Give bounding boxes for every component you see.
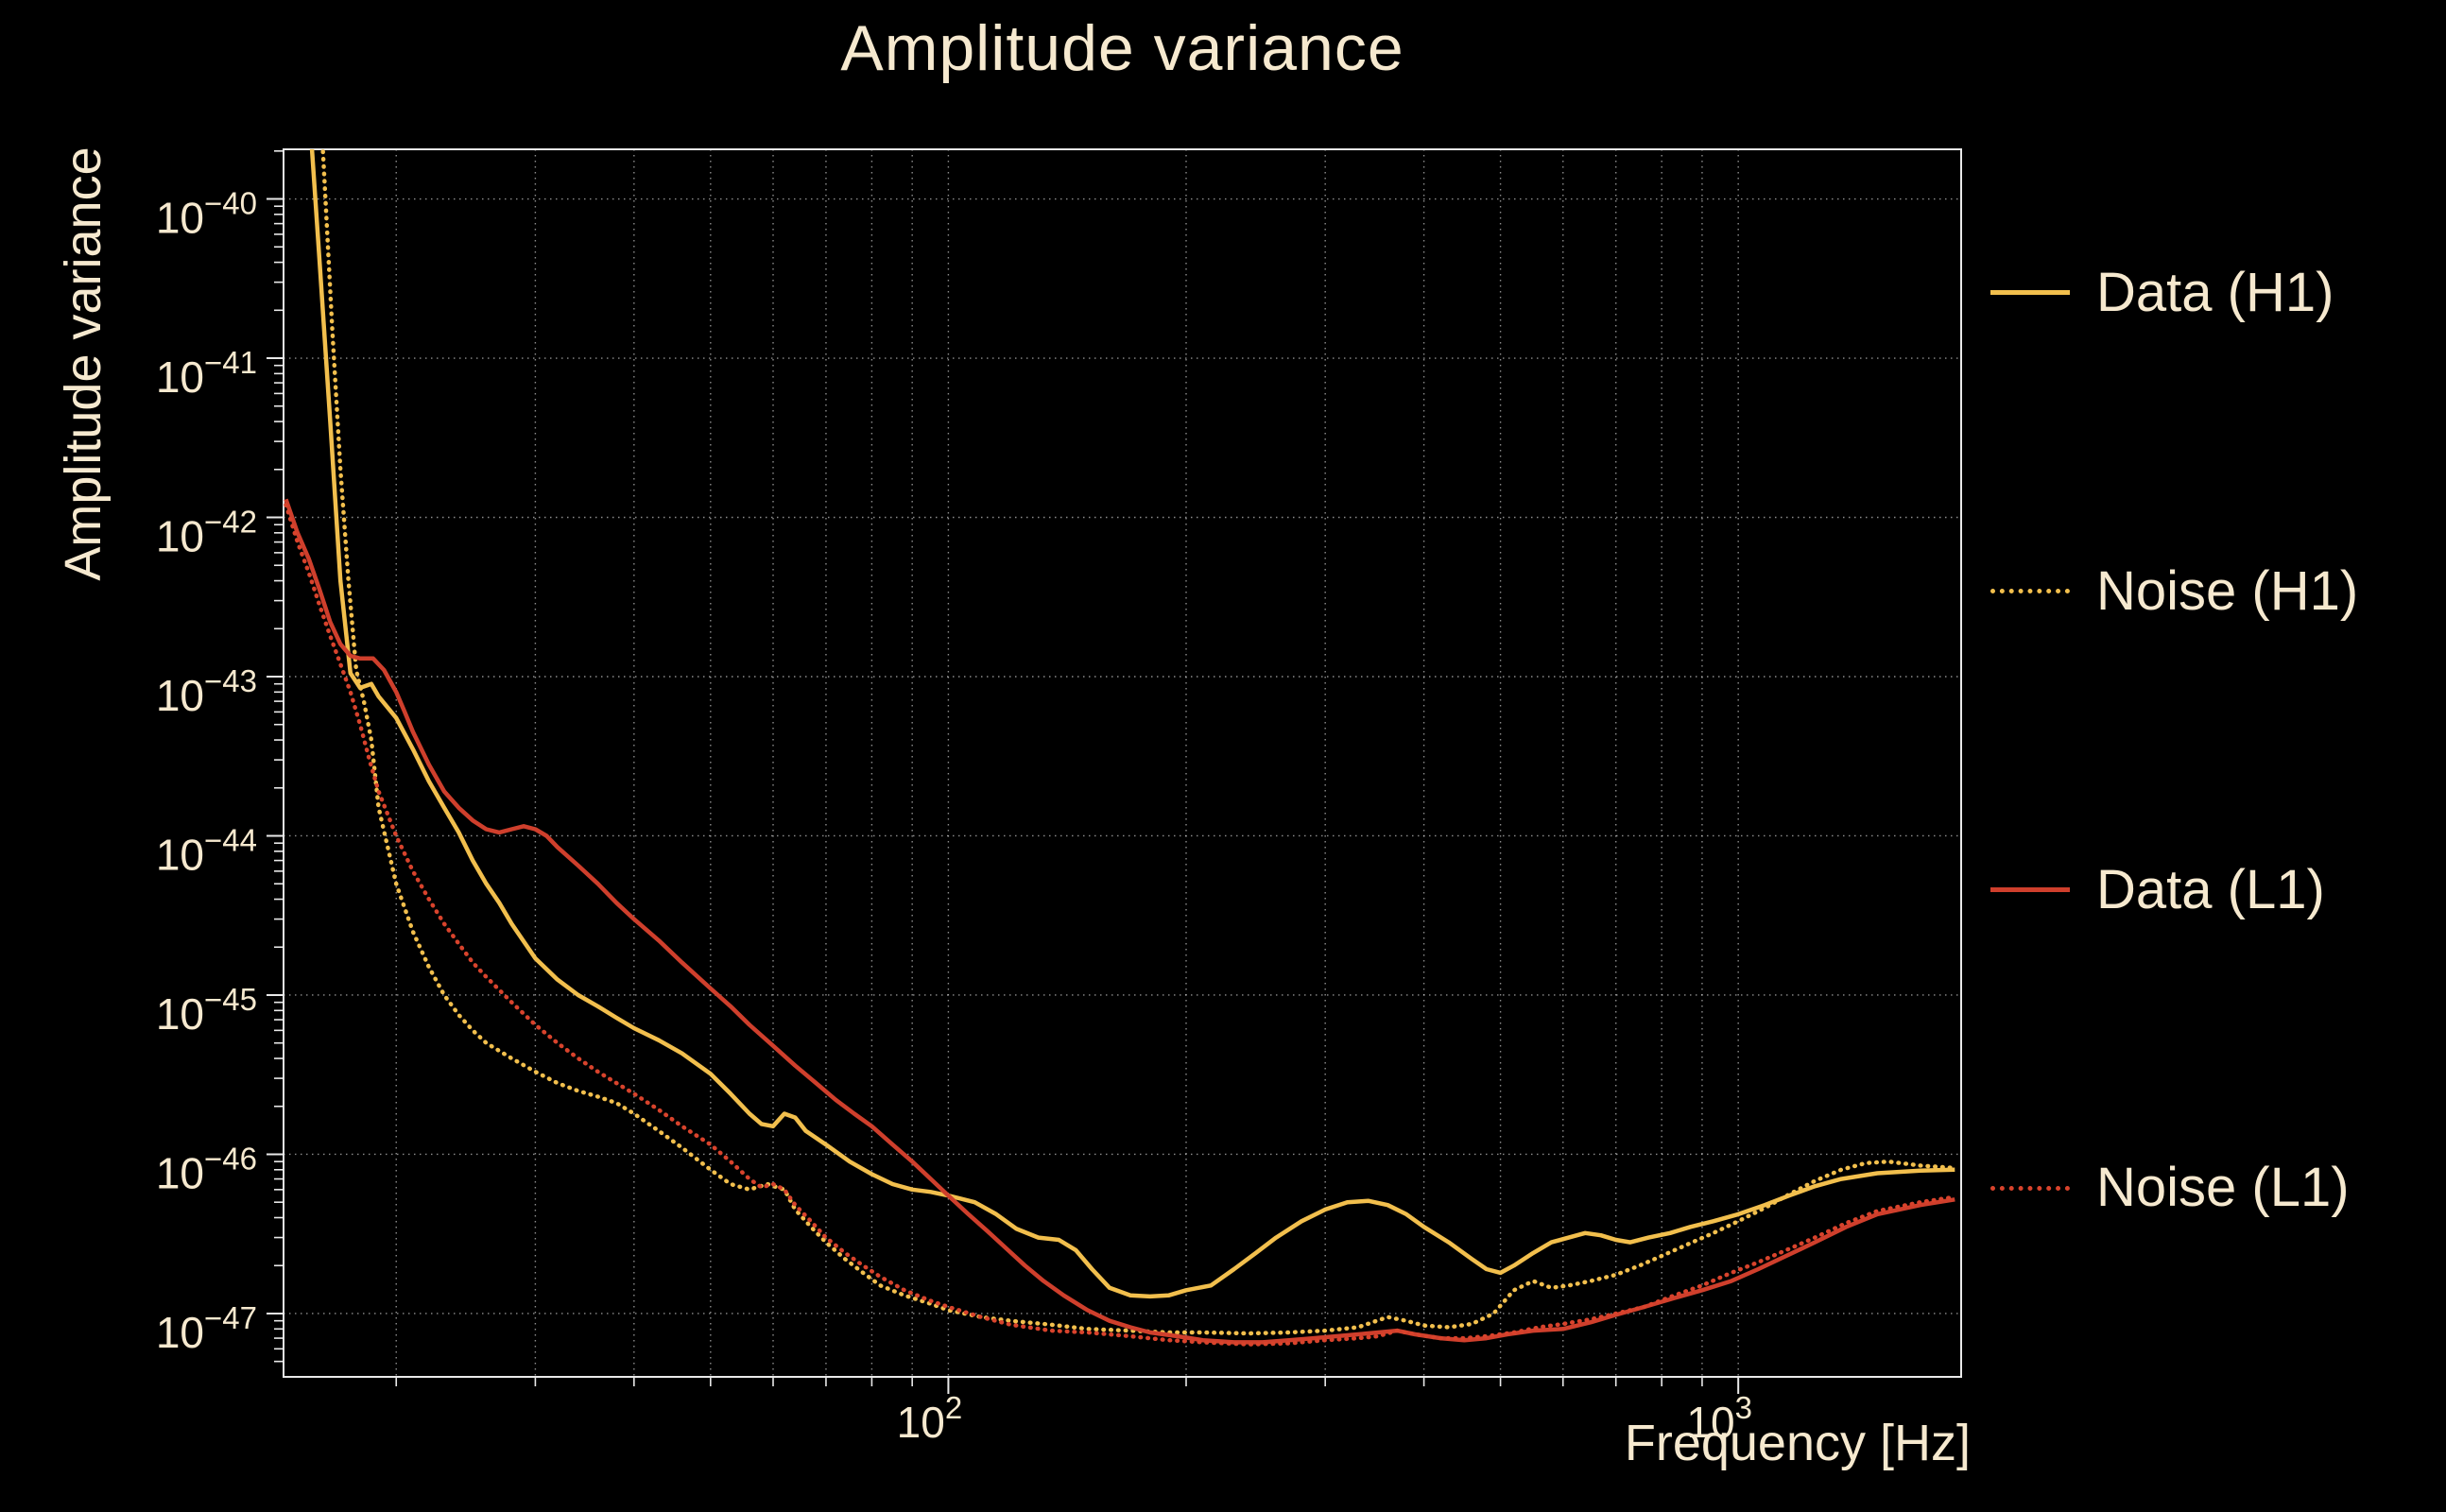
legend-entry-data-h1: Data (H1) — [1990, 263, 2358, 323]
legend-line-sample-solid-h1 — [1990, 290, 2070, 296]
legend-entry-noise-h1: Noise (H1) — [1990, 559, 2359, 622]
legend-line-sample-dotted-l1 — [1990, 1185, 2070, 1191]
series-data-h1 — [309, 149, 1955, 1299]
x-tick-label: 102 — [897, 1390, 963, 1447]
legend-label-data-h1: Data (H1) — [2096, 262, 2334, 323]
gridlines — [284, 149, 1961, 1377]
legend-label-noise-l1: Noise (L1) — [2096, 1157, 2350, 1219]
y-tick-label: 10−46 — [156, 1141, 257, 1197]
tick-labels: 10−40 10−41 10−42 10−43 10−44 10−45 10−46 10−47… — [156, 186, 1752, 1447]
y-tick-label: 10−44 — [156, 822, 257, 879]
y-tick-label: 10−45 — [156, 982, 257, 1039]
legend-entry-data-l1: Data (L1) — [1990, 858, 2358, 920]
legend-line-sample-dotted-h1 — [1990, 589, 2070, 594]
y-tick-label: 10−40 — [156, 186, 257, 243]
y-tick-label: 10−42 — [156, 505, 257, 561]
legend-line-sample-solid-l1 — [1990, 886, 2070, 892]
series-noise-h1 — [320, 149, 1957, 1336]
series-noise-l1 — [284, 502, 1957, 1347]
axis-ticks — [267, 150, 1740, 1394]
series-data-l1 — [284, 498, 1955, 1345]
legend-entry-noise-l1: Noise (L1) — [1990, 1158, 2358, 1218]
legend-label-data-l1: Data (L1) — [2096, 858, 2325, 920]
x-axis-title: Frequency [Hz] — [1624, 1415, 1971, 1471]
chart-title: Amplitude variance — [840, 12, 1404, 84]
y-tick-label: 10−47 — [156, 1300, 257, 1357]
legend-label-noise-h1: Noise (H1) — [2096, 559, 2359, 622]
plot-frame — [283, 148, 1962, 1378]
y-tick-label: 10−41 — [156, 345, 257, 402]
legend: Data (H1) Noise (H1) Data (L1) Noise (L1… — [1990, 263, 2358, 1218]
x-tick-label: 103 — [1686, 1390, 1752, 1447]
y-tick-label: 10−43 — [156, 663, 257, 720]
